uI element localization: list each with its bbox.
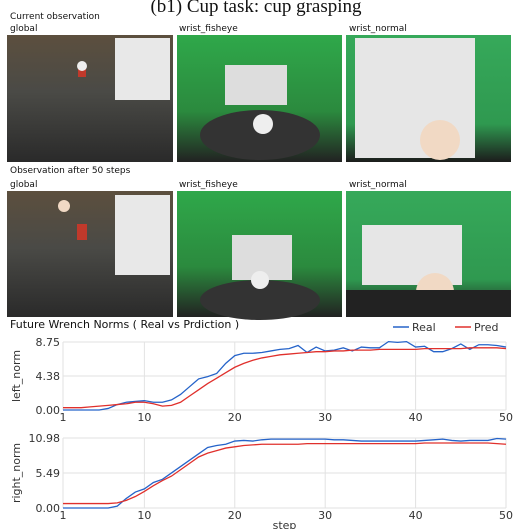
image-label: global (10, 24, 37, 34)
x-tick-label: 10 (137, 411, 151, 424)
y-tick-label: 0.00 (36, 502, 61, 515)
section-heading: Observation after 50 steps (10, 166, 131, 176)
x-tick-label: 40 (409, 509, 423, 522)
legend-label: Real (412, 321, 436, 334)
photo (346, 191, 511, 317)
x-axis-label: step (273, 519, 297, 529)
photo (346, 35, 511, 162)
x-tick-label: 30 (318, 411, 332, 424)
x-tick-label: 20 (228, 509, 242, 522)
y-tick-label: 0.00 (36, 404, 61, 417)
photo (7, 35, 173, 162)
x-tick-label: 20 (228, 411, 242, 424)
y-axis-label: left_norm (10, 350, 23, 402)
section-heading: Current observation (10, 12, 100, 22)
image-label: global (10, 180, 37, 190)
y-tick-label: 5.49 (36, 467, 61, 480)
legend-label: Pred (474, 321, 498, 334)
y-tick-label: 10.98 (29, 432, 61, 445)
y-axis-label: right_norm (10, 443, 23, 503)
figure-title: (b1) Cup task: cup grasping (150, 0, 362, 17)
series-line (63, 442, 507, 505)
x-tick-label: 40 (409, 411, 423, 424)
chart-title: Future Wrench Norms ( Real vs Prdiction … (10, 318, 239, 331)
series-line (63, 340, 507, 411)
image-label: wrist_normal (349, 24, 407, 34)
x-tick-label: 50 (499, 411, 513, 424)
x-tick-label: 1 (60, 411, 67, 424)
y-tick-label: 8.75 (36, 336, 61, 349)
x-tick-label: 10 (137, 509, 151, 522)
series-line (63, 347, 507, 409)
image-label: wrist_fisheye (179, 180, 238, 190)
photo (177, 191, 342, 320)
x-tick-label: 30 (318, 509, 332, 522)
x-tick-label: 1 (60, 509, 67, 522)
series-line (63, 437, 507, 509)
x-tick-label: 50 (499, 509, 513, 522)
image-label: wrist_fisheye (179, 24, 238, 34)
photo (7, 191, 173, 317)
y-tick-label: 4.38 (36, 370, 61, 383)
image-label: wrist_normal (349, 180, 407, 190)
photo (177, 35, 342, 162)
